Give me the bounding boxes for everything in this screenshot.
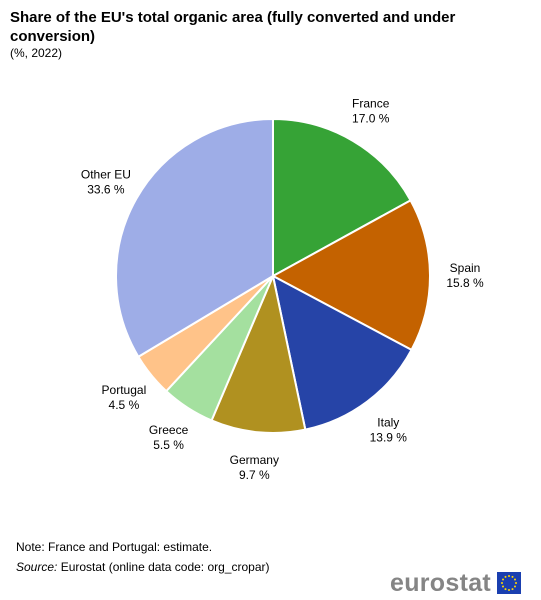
eu-flag-icon: [497, 572, 522, 594]
source-line: Source: Eurostat (online data code: org_…: [16, 560, 269, 574]
pie-slice-germany: [210, 275, 307, 434]
slice-label-portugal: Portugal 4.5 %: [102, 383, 147, 412]
chart-subtitle: (%, 2022): [10, 46, 63, 60]
slice-label-spain: Spain 15.8 %: [446, 261, 484, 290]
slice-label-other-eu: Other EU 33.6 %: [81, 167, 131, 196]
slice-label-greece: Greece 5.5 %: [149, 423, 189, 452]
slice-label-france: France 17.0 %: [352, 97, 390, 126]
eurostat-logo: eurostat: [390, 569, 522, 597]
footnote: Note: France and Portugal: estimate.: [16, 540, 213, 554]
slice-label-germany: Germany 9.7 %: [230, 453, 279, 482]
chart-title: Share of the EU's total organic area (fu…: [10, 9, 456, 45]
eurostat-logo-text: eurostat: [390, 569, 492, 597]
pie-slice-other-eu: [115, 118, 274, 358]
pie-slice-spain: [272, 199, 431, 351]
slice-label-italy: Italy 13.9 %: [370, 416, 408, 445]
pie-chart: France 17.0 % Spain 15.8 % Italy 13.9 % German…: [81, 97, 484, 482]
pie-slice-france: [272, 118, 412, 277]
source-prefix: Source:: [16, 560, 58, 574]
source-text: Eurostat (online data code: org_cropar): [57, 560, 270, 574]
pie-slice-italy: [272, 275, 413, 431]
